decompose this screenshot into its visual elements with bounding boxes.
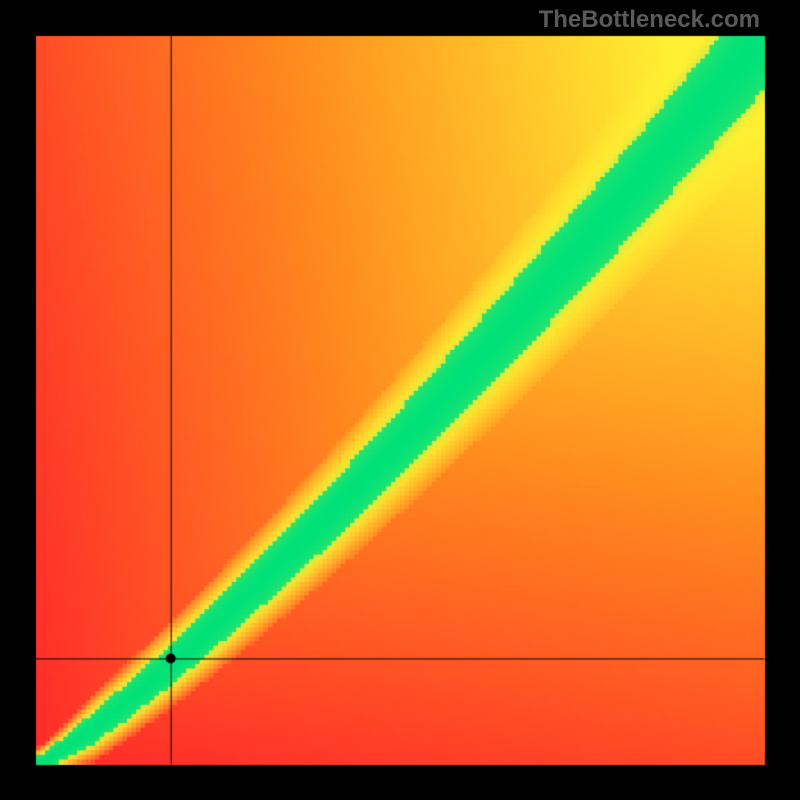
heatmap-canvas: [0, 0, 800, 800]
watermark-text: TheBottleneck.com: [539, 6, 760, 34]
chart-container: TheBottleneck.com: [0, 0, 800, 800]
